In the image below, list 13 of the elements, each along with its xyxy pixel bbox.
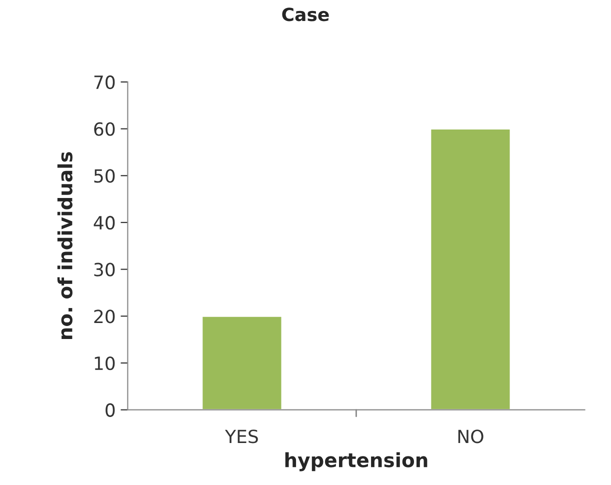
y-tick-label: 0 xyxy=(106,403,115,417)
y-tick-label: 60 xyxy=(94,122,115,136)
y-tick-label: 40 xyxy=(94,216,115,230)
x-tick-label: NO xyxy=(458,430,484,444)
y-axis-title: no. of individuals xyxy=(57,152,72,340)
y-tick-label: 30 xyxy=(94,262,115,276)
y-tick-label: 70 xyxy=(94,75,115,90)
y-tick-label: 20 xyxy=(94,310,115,324)
y-tick-label: 10 xyxy=(94,356,115,370)
x-tick-label: YES xyxy=(224,430,258,444)
x-axis-title: hypertension xyxy=(285,452,428,472)
chart-title: Case xyxy=(282,8,329,22)
y-tick-label: 50 xyxy=(94,169,115,183)
